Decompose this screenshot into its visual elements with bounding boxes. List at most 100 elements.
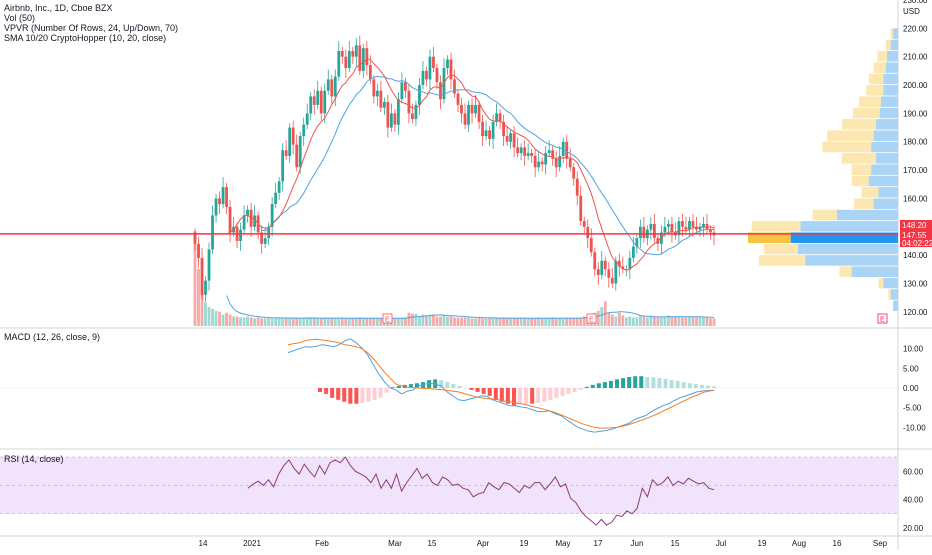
candle-body[interactable]	[663, 226, 667, 233]
candle-body[interactable]	[340, 51, 344, 57]
candle-body[interactable]	[309, 96, 313, 114]
candle-body[interactable]	[554, 158, 558, 168]
candle-body[interactable]	[579, 195, 583, 222]
candle-body[interactable]	[267, 226, 271, 239]
candle-body[interactable]	[246, 209, 250, 216]
macd-legend[interactable]: MACD (12, 26, close, 9)	[4, 332, 101, 342]
candle-body[interactable]	[470, 104, 474, 114]
earnings-marker-1[interactable]: E	[382, 313, 393, 324]
candle-body[interactable]	[491, 121, 495, 139]
candle-body[interactable]	[207, 249, 211, 281]
candle-body[interactable]	[407, 90, 411, 114]
candle-body[interactable]	[344, 56, 348, 69]
candle-body[interactable]	[586, 226, 590, 239]
candle-body[interactable]	[214, 198, 218, 216]
candle-body[interactable]	[298, 136, 302, 168]
candle-body[interactable]	[677, 221, 681, 236]
candle-body[interactable]	[228, 206, 232, 233]
candle-body[interactable]	[284, 150, 288, 156]
candle-body[interactable]	[551, 150, 555, 159]
candle-body[interactable]	[523, 147, 527, 156]
candle-body[interactable]	[435, 68, 439, 83]
candle-body[interactable]	[649, 223, 653, 230]
candle-body[interactable]	[368, 65, 372, 80]
candle-body[interactable]	[509, 133, 513, 142]
candle-body[interactable]	[277, 181, 281, 193]
candle-body[interactable]	[698, 226, 702, 230]
candle-body[interactable]	[582, 221, 586, 227]
candle-body[interactable]	[691, 221, 695, 227]
candle-body[interactable]	[204, 280, 207, 295]
candle-body[interactable]	[389, 113, 393, 128]
candle-body[interactable]	[593, 252, 597, 270]
candle-body[interactable]	[667, 223, 670, 227]
candle-body[interactable]	[702, 223, 705, 227]
candle-body[interactable]	[263, 238, 267, 244]
candle-body[interactable]	[642, 226, 646, 239]
candle-body[interactable]	[404, 82, 407, 91]
candle-body[interactable]	[596, 269, 600, 275]
candle-body[interactable]	[688, 221, 691, 230]
candle-body[interactable]	[333, 76, 337, 97]
candle-body[interactable]	[467, 104, 470, 125]
candle-body[interactable]	[354, 45, 358, 57]
candle-body[interactable]	[516, 147, 520, 154]
candle-body[interactable]	[544, 153, 548, 165]
candle-body[interactable]	[323, 90, 327, 114]
candle-body[interactable]	[225, 187, 228, 207]
candle-body[interactable]	[495, 113, 498, 122]
candle-body[interactable]	[617, 260, 621, 267]
candle-body[interactable]	[242, 215, 246, 230]
vol-legend[interactable]: Vol (50)	[4, 13, 36, 23]
candle-body[interactable]	[221, 187, 225, 205]
candle-body[interactable]	[239, 229, 242, 241]
candle-body[interactable]	[439, 82, 442, 100]
candle-body[interactable]	[453, 79, 456, 94]
candle-body[interactable]	[414, 104, 418, 120]
candle-body[interactable]	[421, 70, 425, 86]
candle-body[interactable]	[684, 226, 688, 230]
candle-body[interactable]	[253, 215, 257, 227]
candle-body[interactable]	[628, 257, 632, 270]
candle-body[interactable]	[568, 158, 572, 168]
candle-body[interactable]	[446, 59, 449, 69]
candle-body[interactable]	[386, 102, 390, 128]
candle-body[interactable]	[635, 238, 639, 247]
candle-body[interactable]	[400, 82, 404, 100]
candle-body[interactable]	[709, 229, 712, 233]
candle-body[interactable]	[372, 79, 376, 97]
candle-body[interactable]	[519, 147, 523, 154]
candle-body[interactable]	[681, 221, 684, 227]
candle-body[interactable]	[484, 130, 488, 137]
candle-body[interactable]	[375, 90, 379, 97]
candle-body[interactable]	[347, 51, 351, 69]
candle-body[interactable]	[498, 113, 502, 122]
symbol-title[interactable]: Airbnb, Inc., 1D, Cboe BZX	[4, 3, 113, 13]
candle-body[interactable]	[358, 45, 362, 71]
candle-body[interactable]	[305, 113, 309, 125]
candle-body[interactable]	[319, 90, 323, 114]
candle-body[interactable]	[512, 133, 516, 148]
candle-body[interactable]	[393, 113, 397, 125]
candle-body[interactable]	[281, 150, 285, 182]
earnings-marker-3[interactable]: E	[877, 313, 888, 324]
candle-body[interactable]	[432, 56, 435, 69]
sma-legend[interactable]: SMA 10/20 CryptoHopper (10, 20, close)	[4, 33, 167, 43]
candle-body[interactable]	[603, 260, 607, 270]
candle-body[interactable]	[260, 232, 264, 244]
candle-body[interactable]	[449, 59, 453, 80]
candle-body[interactable]	[302, 124, 306, 137]
candle-body[interactable]	[211, 215, 214, 250]
candle-body[interactable]	[312, 96, 316, 105]
candle-body[interactable]	[488, 130, 491, 139]
candle-body[interactable]	[295, 144, 299, 168]
candle-body[interactable]	[575, 178, 579, 196]
candle-body[interactable]	[379, 90, 383, 108]
candle-body[interactable]	[270, 204, 274, 227]
candle-body[interactable]	[291, 127, 295, 145]
candle-body[interactable]	[477, 104, 481, 122]
earnings-marker-2[interactable]: E	[586, 313, 597, 324]
candle-body[interactable]	[537, 161, 541, 168]
candle-body[interactable]	[193, 232, 197, 244]
candle-body[interactable]	[638, 226, 642, 239]
